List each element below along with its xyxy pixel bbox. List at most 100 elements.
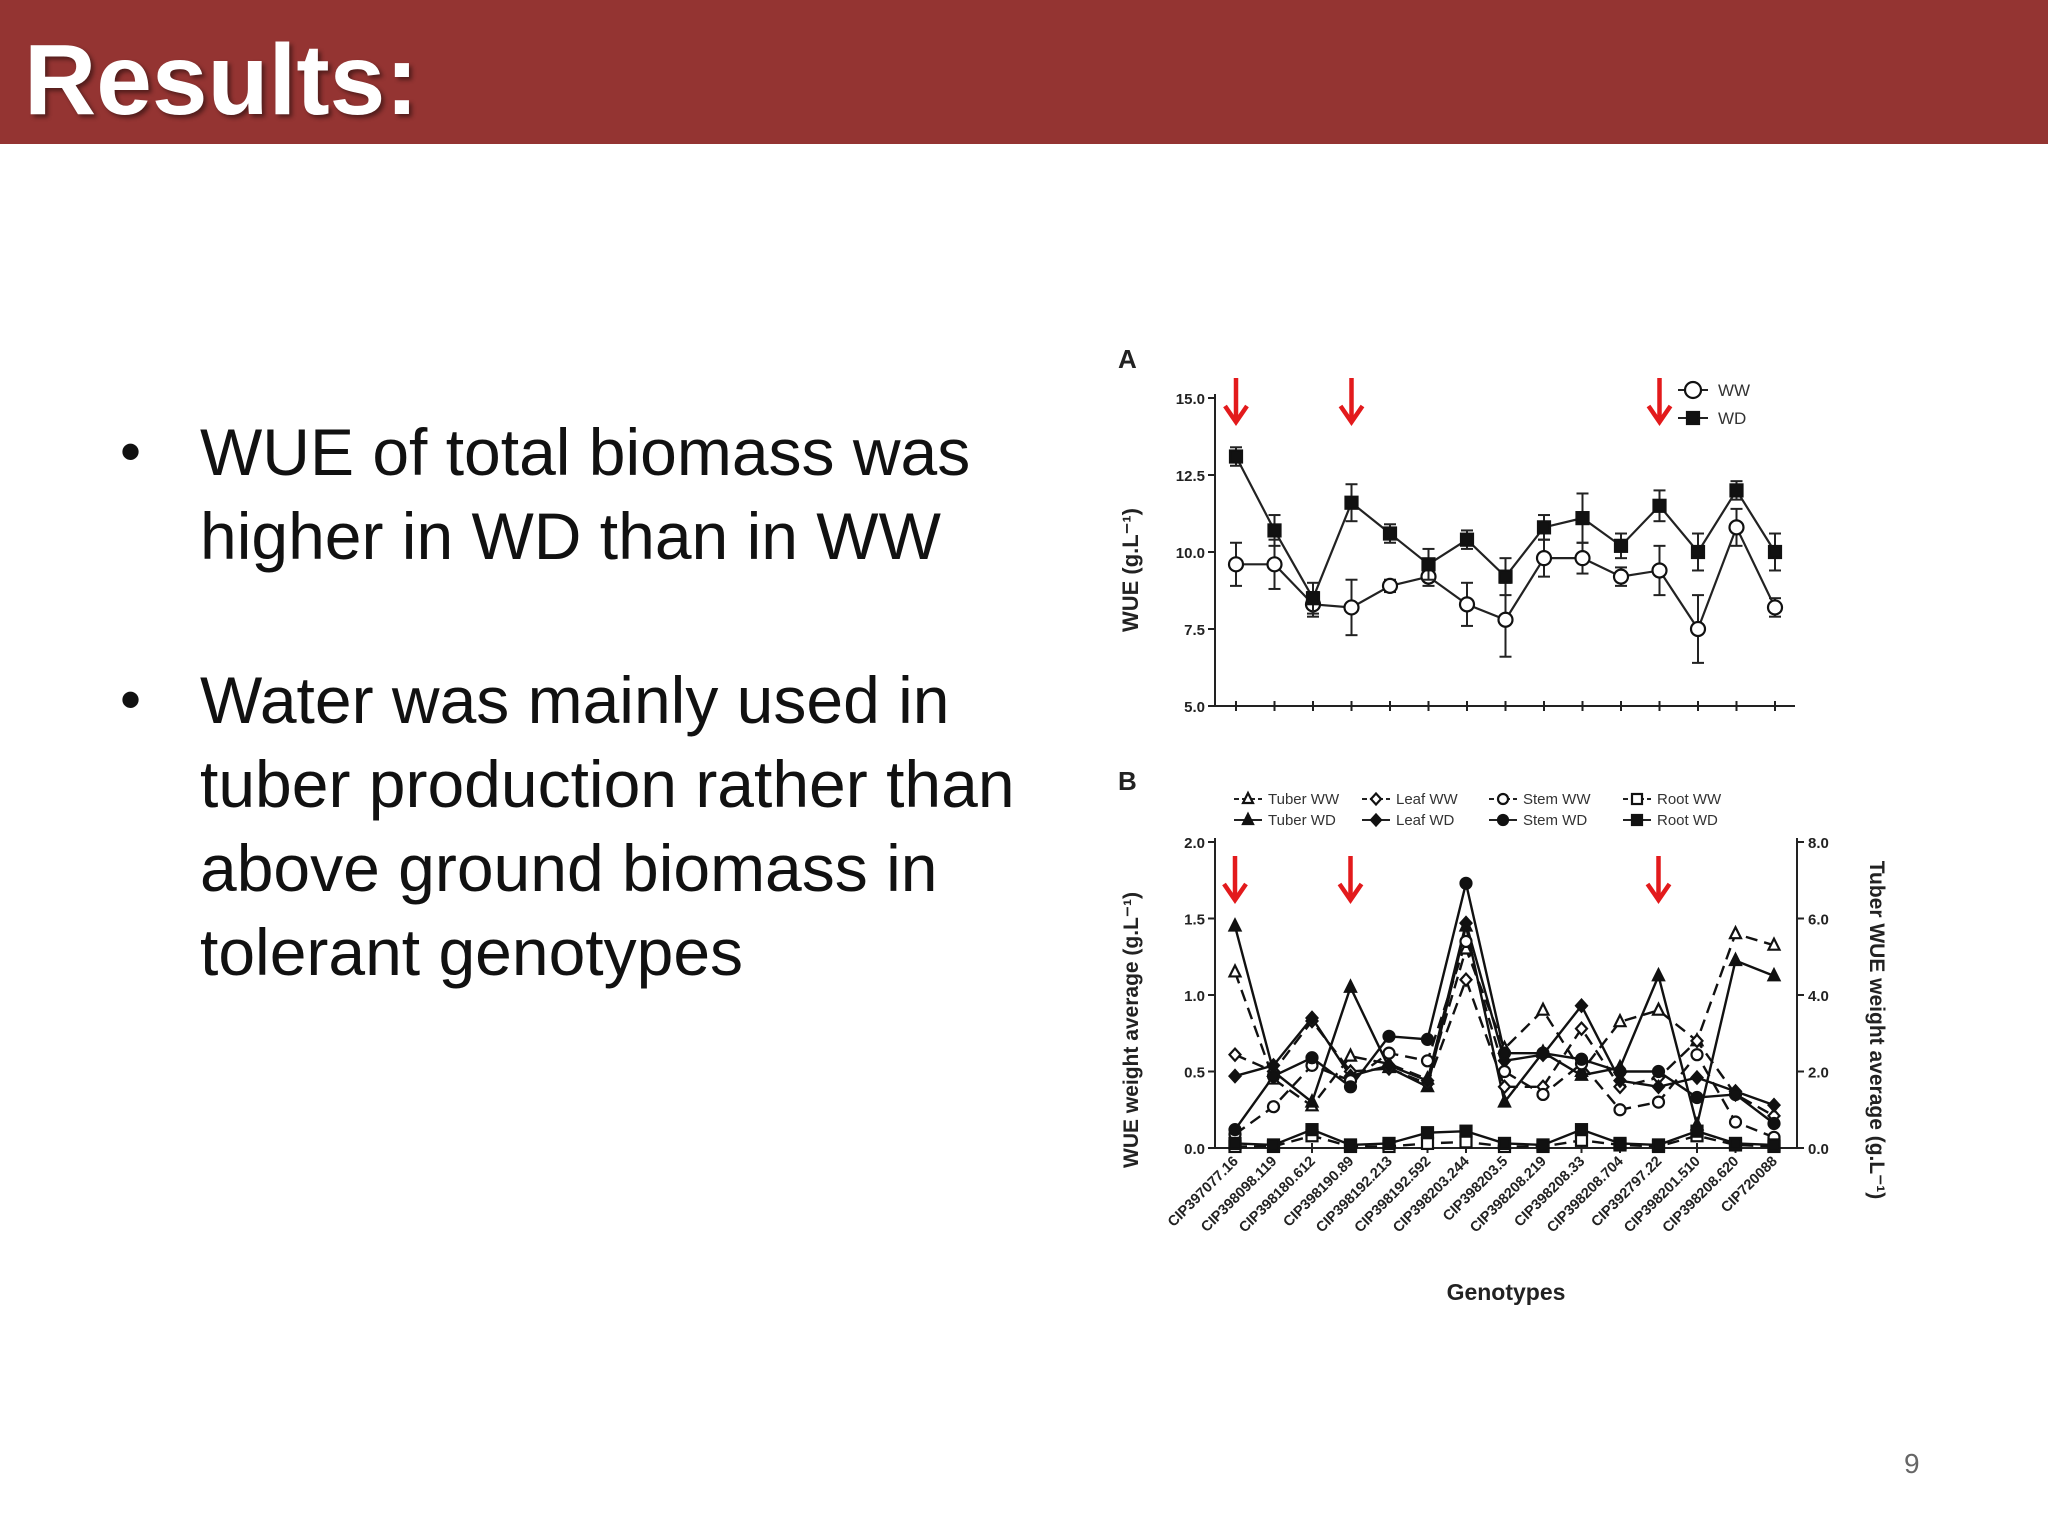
data-point-ww	[1381, 577, 1399, 594]
figure: A WUE (g.L⁻¹) 15.0 12.5 10.0 7.5 5.0 WW WD B …	[1100, 330, 1920, 1335]
panel-b-y2-tick-label: 8.0	[1808, 835, 1829, 852]
panel-a-series	[1227, 446, 1784, 664]
data-point-leaf-wd	[1613, 1072, 1627, 1089]
data-point-root-wd	[1728, 1136, 1743, 1151]
data-point-stem-ww	[1420, 1054, 1435, 1068]
highlight-arrow-head-icon	[1338, 404, 1365, 426]
panel-b-label: B	[1118, 766, 1137, 796]
legend-label: Tuber WD	[1268, 812, 1336, 829]
legend-marker-leaf-wd	[1369, 812, 1383, 828]
data-point-root-wd	[1420, 1126, 1435, 1140]
data-point-tuber-ww	[1728, 924, 1743, 940]
data-point-leaf-wd	[1228, 1068, 1242, 1084]
bullet-dot-icon: •	[120, 418, 142, 485]
data-point-stem-ww	[1497, 1064, 1512, 1079]
panel-b-y-tick-label: 0.0	[1184, 1141, 1205, 1158]
bullet-text: WUE of total biomass was higher in WD th…	[200, 415, 971, 573]
data-point-stem-wd	[1382, 1029, 1396, 1043]
data-point-leaf-ww	[1459, 972, 1473, 988]
highlight-arrow-head-icon	[1337, 882, 1364, 904]
data-point-leaf-wd	[1305, 1010, 1319, 1026]
data-point-root-wd	[1690, 1124, 1704, 1138]
data-point-wd	[1690, 544, 1706, 560]
panel-a-axes: 15.0 12.5 10.0 7.5 5.0	[1176, 391, 1795, 716]
data-point-tuber-wd	[1343, 978, 1358, 993]
data-point-ww	[1227, 556, 1245, 573]
data-point-leaf-wd	[1574, 998, 1589, 1014]
series-line-stem-ww	[1234, 937, 1775, 1139]
legend-label: Stem WD	[1523, 812, 1587, 829]
bullet-dot-icon: •	[120, 666, 142, 733]
data-point-stem-wd	[1343, 1080, 1358, 1094]
data-point-wd	[1575, 511, 1590, 526]
data-point-root-wd	[1305, 1123, 1319, 1137]
data-point-stem-wd	[1613, 1064, 1627, 1079]
data-point-tuber-ww	[1766, 936, 1782, 951]
data-point-stem-ww	[1651, 1095, 1666, 1109]
data-point-stem-wd	[1228, 1123, 1242, 1137]
legend-label: Tuber WW	[1268, 791, 1340, 808]
series-line-leaf-ww	[1234, 976, 1775, 1117]
legend-label: WD	[1718, 409, 1746, 428]
panel-a-y-tick-label: 7.5	[1184, 622, 1205, 639]
panel-b-y-tick-label: 0.5	[1184, 1065, 1205, 1082]
legend-label: WW	[1718, 381, 1750, 400]
data-point-root-wd	[1651, 1138, 1666, 1152]
panel-a-label: A	[1118, 344, 1137, 374]
legend-label: Root WW	[1657, 791, 1722, 808]
data-point-stem-wd	[1266, 1069, 1281, 1083]
panel-a-chart: A WUE (g.L⁻¹) 15.0 12.5 10.0 7.5 5.0 WW WD	[1118, 344, 1795, 716]
panel-b-y2-axis-label: Tuber WUE weight average (g.L⁻¹)	[1865, 861, 1888, 1200]
data-point-stem-wd	[1651, 1064, 1666, 1079]
data-point-root-wd	[1613, 1136, 1627, 1151]
data-point-root-wd	[1574, 1123, 1589, 1137]
data-point-tuber-wd	[1304, 1093, 1320, 1108]
data-point-tuber-ww	[1612, 1012, 1628, 1028]
data-point-root-ww	[1420, 1136, 1435, 1151]
data-point-stem-wd	[1497, 1046, 1512, 1060]
data-point-stem-ww	[1613, 1103, 1627, 1117]
panel-b-y-tick-label: 1.5	[1184, 912, 1205, 929]
data-point-leaf-wd	[1420, 1072, 1435, 1089]
data-point-tuber-wd	[1728, 951, 1743, 967]
data-point-root-ww	[1459, 1135, 1473, 1149]
panel-b-chart: B WUE weight average (g.L⁻¹) Tuber WUE w…	[1118, 766, 1888, 1305]
data-point-leaf-ww	[1690, 1033, 1704, 1049]
panel-a-y-tick-label: 5.0	[1184, 699, 1205, 716]
data-point-stem-wd	[1536, 1046, 1550, 1060]
highlight-arrow-head-icon	[1645, 882, 1672, 904]
legend-label: Leaf WD	[1396, 812, 1455, 829]
data-point-leaf-wd	[1767, 1097, 1781, 1113]
legend-marker-root-wd	[1630, 813, 1644, 827]
data-point-root-ww	[1574, 1133, 1589, 1147]
data-point-tuber-ww	[1535, 1001, 1551, 1016]
data-point-leaf-wd	[1382, 1057, 1396, 1074]
bullet-text: Water was mainly used in tuber productio…	[200, 663, 1015, 989]
data-point-tuber-wd	[1227, 917, 1243, 932]
data-point-root-wd	[1343, 1138, 1358, 1152]
data-point-stem-ww	[1459, 934, 1473, 949]
legend-marker-tuber-ww	[1241, 790, 1255, 805]
legend-marker-stem-wd	[1496, 813, 1510, 827]
legend-label: Leaf WW	[1396, 791, 1459, 808]
data-point-tuber-wd	[1651, 966, 1666, 982]
data-point-ww	[1689, 620, 1707, 638]
panel-a-y-tick-label: 15.0	[1176, 391, 1205, 408]
results-figure: A WUE (g.L⁻¹) 15.0 12.5 10.0 7.5 5.0 WW WD B …	[1118, 344, 1888, 1305]
panel-a-legend: WW WD	[1678, 380, 1750, 428]
data-point-root-wd	[1382, 1136, 1396, 1151]
data-point-stem-ww	[1382, 1046, 1396, 1060]
panel-b-legend: Tuber WW Tuber WD Leaf WW Leaf WD Stem WW Ste…	[1234, 790, 1722, 829]
panel-b-y-tick-label: 2.0	[1184, 835, 1205, 852]
data-point-ww	[1266, 556, 1283, 573]
data-point-wd	[1767, 544, 1783, 560]
panel-b-y2-tick-label: 6.0	[1808, 912, 1829, 929]
data-point-stem-wd	[1305, 1051, 1319, 1065]
data-point-wd	[1613, 538, 1629, 553]
bullet-item: • Water was mainly used in tuber product…	[120, 658, 1020, 994]
legend-marker-leaf-ww	[1369, 791, 1383, 807]
series-line-tuber-ww	[1233, 932, 1775, 1108]
data-point-stem-ww	[1728, 1115, 1743, 1129]
data-point-wd	[1498, 569, 1513, 584]
data-point-stem-ww	[1536, 1087, 1550, 1102]
